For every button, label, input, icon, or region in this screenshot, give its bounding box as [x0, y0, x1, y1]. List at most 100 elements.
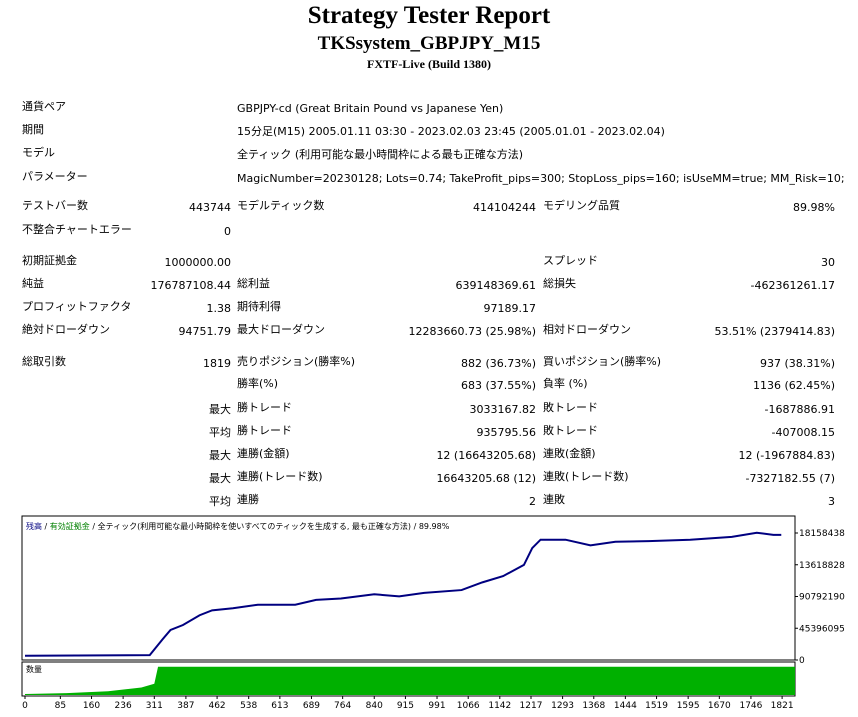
stat-value: 12283660.73 (25.98%) [408, 325, 536, 338]
info-label: モデル [22, 146, 55, 159]
legend-separator: / [42, 522, 50, 531]
info-value: GBPJPY-cd (Great Britain Pound vs Japane… [237, 102, 504, 115]
stat-value: 1136 (62.45%) [752, 379, 835, 392]
stat-label: 連敗 [543, 493, 565, 506]
stat-value: 53.51% (2379414.83) [714, 325, 835, 338]
stat-label: 敗トレード [543, 401, 598, 414]
stat-value: 3 [828, 495, 835, 508]
stat-label: 勝トレード [237, 401, 292, 414]
x-tick-label: 1746 [739, 701, 762, 711]
stat-label: 総取引数 [22, 355, 66, 368]
chart-panel [21, 515, 796, 661]
x-tick-label: 1142 [488, 701, 511, 711]
stat-value: 0 [224, 225, 231, 238]
x-tick-label: 840 [366, 701, 383, 711]
x-tick-label: 1444 [614, 701, 637, 711]
x-tick-label: 764 [334, 701, 351, 711]
x-tick-label: 1217 [520, 701, 543, 711]
y-tick-label: 0 [799, 656, 805, 666]
stat-value: 935795.56 [476, 426, 537, 439]
y-tick-label: 90792190 [799, 593, 845, 603]
stat-value: -462361261.17 [750, 279, 835, 292]
x-tick-label: 462 [208, 701, 225, 711]
legend-item: 残高 [26, 521, 42, 531]
y-tick-label: 13618828 [799, 561, 845, 571]
stat-value: 97189.17 [483, 302, 537, 315]
legend-item: 89.98% [419, 522, 450, 531]
x-tick-label: 1293 [551, 701, 574, 711]
stat-label: 連勝(金額) [237, 447, 290, 460]
stat-value: 1.38 [206, 302, 232, 315]
stat-label: 最大ドローダウン [237, 323, 325, 336]
stat-value: 2 [529, 495, 536, 508]
stat-label: 純益 [22, 277, 44, 290]
stat-label: モデルティック数 [237, 199, 325, 212]
x-tick-label: 387 [177, 701, 194, 711]
stat-label: 総損失 [543, 277, 576, 290]
x-tick-label: 0 [22, 701, 28, 711]
stat-label: スプレッド [543, 254, 598, 267]
stat-label: 総利益 [237, 277, 270, 290]
x-tick-label: 991 [428, 701, 445, 711]
stat-label: 連敗(トレード数) [543, 470, 629, 483]
x-tick-label: 1670 [708, 701, 731, 711]
x-tick-label: 689 [303, 701, 320, 711]
volume-label: 数量 [26, 664, 42, 674]
stat-label: 相対ドローダウン [543, 323, 631, 336]
x-tick-label: 1066 [457, 701, 480, 711]
stat-value: -1687886.91 [764, 403, 835, 416]
stat-value: 414104244 [473, 201, 536, 214]
stat-value: 639148369.61 [455, 279, 536, 292]
x-tick-label: 160 [83, 701, 100, 711]
y-tick-label: 45396095 [799, 624, 845, 634]
stat-label: 初期証拠金 [22, 254, 77, 267]
stat-value: 937 (38.31%) [759, 357, 835, 370]
stat-label: 連敗(金額) [543, 447, 596, 460]
x-tick-label: 915 [397, 701, 414, 711]
stat-value: 最大 [209, 449, 231, 462]
stat-value: 882 (36.73%) [460, 357, 536, 370]
legend-item: 有効証拠金 [50, 521, 90, 531]
stat-label: 買いポジション(勝率%) [543, 355, 662, 368]
x-tick-label: 85 [55, 701, 66, 711]
x-tick-label: 311 [146, 701, 163, 711]
stat-value: 30 [821, 256, 835, 269]
x-tick-label: 1595 [677, 701, 700, 711]
stat-value: 176787108.44 [150, 279, 231, 292]
stat-value: 89.98% [793, 201, 835, 214]
report-subtitle: TKSsystem_GBPJPY_M15 [317, 33, 541, 54]
legend-separator: / [411, 522, 419, 531]
stat-label: モデリング品質 [543, 199, 620, 212]
stat-value: 443744 [189, 201, 231, 214]
stat-value: 1000000.00 [164, 256, 231, 269]
balance-line [24, 531, 782, 657]
x-tick-label: 236 [115, 701, 132, 711]
info-label: 通貨ペア [22, 100, 66, 113]
stat-value: -407008.15 [771, 426, 835, 439]
stat-value: -7327182.55 (7) [745, 472, 835, 485]
x-tick-label: 1368 [582, 701, 605, 711]
x-tick-label: 538 [240, 701, 257, 711]
y-tick-label: 18158438 [799, 529, 845, 539]
stat-label: 負率 (%) [543, 377, 588, 390]
legend-separator: / [90, 522, 98, 531]
stat-value: 平均 [209, 426, 231, 439]
stat-label: 勝率(%) [237, 377, 279, 390]
build-info: FXTF-Live (Build 1380) [366, 57, 491, 71]
stat-label: 連勝(トレード数) [237, 470, 323, 483]
stat-label: 勝トレード [237, 424, 292, 437]
stat-label: プロフィットファクタ [22, 300, 132, 313]
stat-value: 3033167.82 [469, 403, 536, 416]
legend-item: 全ティック(利用可能な最小時間枠を使いすべてのティックを生成する, 最も正確な方… [98, 521, 411, 531]
legend: 残高 / 有効証拠金 / 全ティック(利用可能な最小時間枠を使いすべてのティック… [26, 521, 450, 531]
stat-value: 16643205.68 (12) [436, 472, 536, 485]
stat-label: 絶対ドローダウン [22, 323, 110, 336]
stat-value: 平均 [209, 495, 231, 508]
stat-value: 1819 [203, 357, 231, 370]
x-tick-label: 1821 [771, 701, 794, 711]
info-value: 15分足(M15) 2005.01.11 03:30 - 2023.02.03 … [237, 125, 665, 138]
volume-area [25, 666, 795, 695]
info-value: 全ティック (利用可能な最小時間枠による最も正確な方法) [237, 148, 524, 161]
